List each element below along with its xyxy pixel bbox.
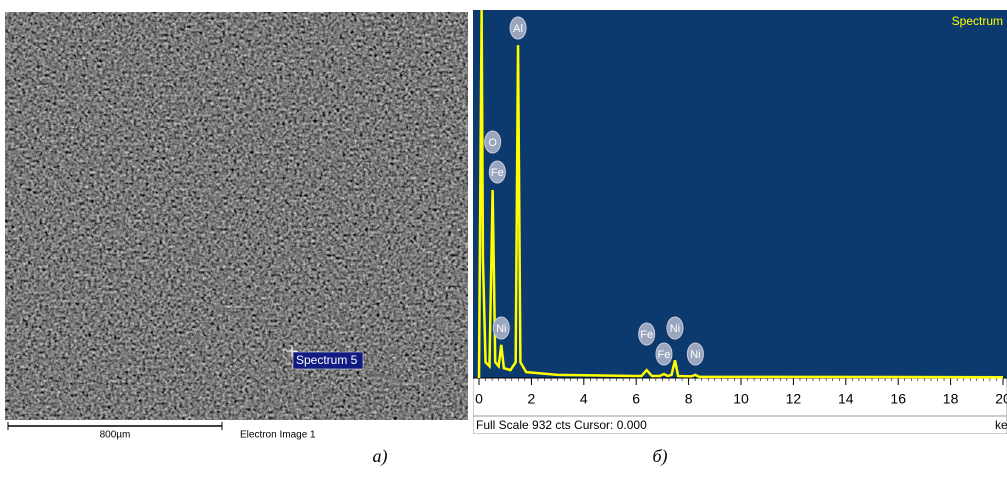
peak-badge [488,160,506,184]
peak-badge [638,322,656,346]
peak-label: Al [513,23,523,35]
marker-box [292,351,364,370]
peak-badge [492,316,510,340]
spectrum-line [477,10,1004,379]
x-tick-label: 16 [890,391,906,407]
x-tick-label: 6 [632,391,640,407]
x-tick-label: 14 [838,391,854,407]
peak-label: Fe [491,167,504,179]
peak-label: Fe [658,349,671,361]
spectrum: 0 2 4 6 8 10 12 14 16 18 20 Al O Fe Ni Fe Fe Ni Ni Spectrum… [473,10,1007,434]
peak-badge [509,16,527,40]
scale-bar-label: 800µm [100,430,131,441]
legend: Spectrum [952,14,1003,28]
plot-area [473,10,1007,378]
x-tick-label: 10 [733,391,749,407]
peak-label: Ni [690,349,700,361]
peak-badge [484,130,502,154]
x-tick-label: 4 [580,391,588,407]
peak-badge [655,342,673,366]
x-tick-label: 8 [685,391,693,407]
peak-label: Fe [640,329,653,341]
x-tick-label: 20 [995,391,1007,407]
caption: a) [373,446,388,467]
x-tick-label: 12 [786,391,802,407]
image-label: Electron Image 1 [240,430,316,441]
peak-label: Ni [670,323,680,335]
peak-label: Ni [496,323,506,335]
x-tick-label: 2 [528,391,536,407]
peak-badge [666,316,684,340]
x-tick-label: 18 [943,391,959,407]
status: Full Scale 932 cts Cursor: 0.000 [476,418,647,432]
peak-label: O [488,137,497,149]
x-tick-label: 0 [475,391,483,407]
marker-label: Spectrum 5 [296,353,358,367]
crosshair [286,345,298,357]
sem-image [5,12,468,420]
peak-badge [686,342,704,366]
unit: keV [995,418,1007,432]
caption: б) [652,446,667,467]
